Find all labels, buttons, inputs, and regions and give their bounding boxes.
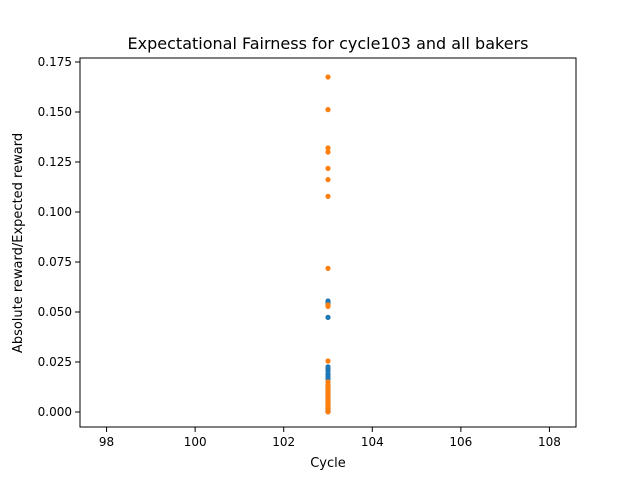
y-tick-label: 0.175 (38, 55, 72, 69)
data-point-series-1-7 (325, 265, 331, 271)
x-tick-label: 106 (449, 435, 472, 449)
data-point-series-1-9 (325, 303, 331, 309)
data-point-series-1-4 (325, 165, 331, 171)
x-tick-label: 108 (538, 435, 561, 449)
y-tick-label: 0.000 (38, 405, 72, 419)
x-tick-label: 100 (184, 435, 207, 449)
data-point-series-1-0 (325, 74, 331, 80)
ticks-layer: 98 100 102 104 106 108 0.000 0.025 0.050 0.075 0.1… (38, 55, 561, 449)
chart-title: Expectational Fairness for cycle103 and … (128, 34, 529, 53)
data-point-series-0-3 (325, 314, 331, 320)
data-point-series-1-10 (325, 358, 331, 364)
data-point-series-1-3 (325, 149, 331, 155)
points-layer (325, 74, 331, 415)
data-point-series-1-1 (325, 107, 331, 113)
y-tick-label: 0.125 (38, 155, 72, 169)
y-tick-label: 0.050 (38, 305, 72, 319)
data-point-series-1-5 (325, 177, 331, 183)
y-tick-label: 0.100 (38, 205, 72, 219)
x-tick-label: 98 (99, 435, 114, 449)
data-point-series-1-2 (325, 145, 331, 151)
x-tick-label: 102 (272, 435, 295, 449)
data-point-series-1-29 (325, 409, 331, 415)
y-tick-label: 0.150 (38, 105, 72, 119)
x-tick-label: 104 (361, 435, 384, 449)
data-point-series-1-6 (325, 193, 331, 199)
y-tick-label: 0.025 (38, 355, 72, 369)
plot-area-frame (79, 57, 577, 428)
x-axis-label: Cycle (310, 456, 346, 471)
y-tick-label: 0.075 (38, 255, 72, 269)
y-axis-label: Absolute reward/Expected reward (11, 133, 26, 353)
